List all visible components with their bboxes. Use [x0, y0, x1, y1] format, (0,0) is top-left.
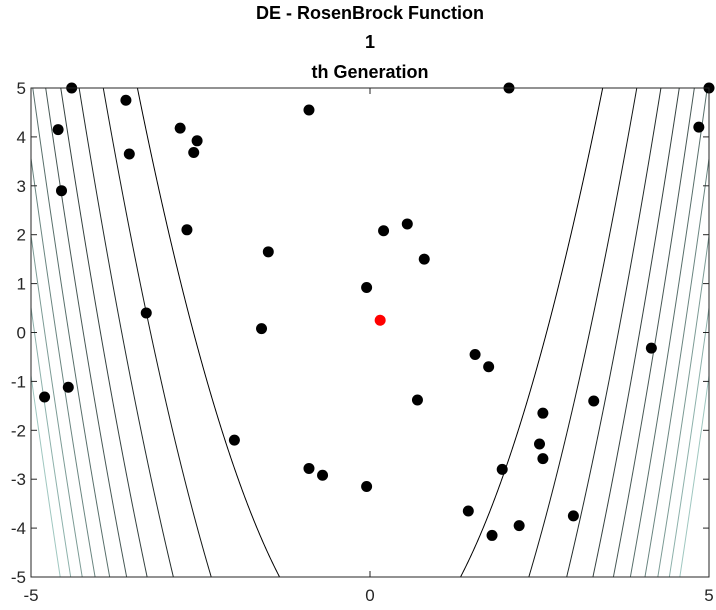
population-point — [256, 323, 268, 335]
y-tick-label: 5 — [17, 79, 26, 98]
population-point — [588, 395, 600, 407]
population-point — [56, 185, 68, 197]
population-point — [262, 246, 274, 258]
chart-title-line-3: th Generation — [311, 62, 429, 82]
population-point — [123, 148, 135, 160]
population-point — [486, 529, 498, 541]
y-tick-label: 0 — [17, 324, 26, 343]
population-point — [303, 462, 315, 474]
population-point — [411, 394, 423, 406]
contour-line — [459, 88, 604, 577]
contour-line — [60, 88, 148, 577]
population-point — [567, 510, 579, 522]
contour-line — [566, 88, 662, 577]
population-point — [62, 381, 74, 393]
population-point — [188, 147, 200, 159]
contour-line — [31, 154, 96, 577]
population-point — [361, 282, 373, 294]
population-point — [39, 391, 51, 403]
contour-line — [629, 88, 708, 577]
population-point — [181, 224, 193, 236]
population-points — [39, 82, 715, 541]
contour-line — [644, 154, 709, 577]
population-point — [52, 124, 64, 136]
contour-line — [136, 88, 281, 577]
population-point — [228, 434, 240, 446]
population-point — [361, 481, 373, 493]
population-point — [462, 505, 474, 517]
population-point — [693, 121, 705, 133]
x-tick-label: 0 — [365, 586, 374, 605]
plot-area — [31, 88, 709, 577]
y-tick-label: -2 — [11, 421, 26, 440]
population-point — [537, 407, 549, 419]
population-point — [418, 253, 430, 265]
x-tick-label: -5 — [23, 586, 38, 605]
population-point — [401, 218, 413, 230]
population-point — [174, 122, 186, 134]
contour-line — [679, 371, 709, 577]
population-point — [483, 361, 495, 373]
population-point — [120, 94, 132, 106]
population-point — [140, 307, 152, 319]
best-point-marker — [374, 314, 386, 326]
population-point — [537, 453, 549, 465]
population-point — [317, 469, 329, 481]
y-tick-label: -4 — [11, 519, 26, 538]
contour-line — [32, 88, 111, 577]
contour-line — [102, 88, 212, 577]
contour-line — [528, 88, 638, 577]
best-point — [374, 314, 386, 326]
population-point — [513, 520, 525, 532]
contour-line — [612, 88, 695, 577]
contour-line — [657, 231, 709, 577]
contour-line — [592, 88, 680, 577]
y-tick-label: 1 — [17, 275, 26, 294]
y-tick-label: -3 — [11, 470, 26, 489]
population-point — [378, 225, 390, 237]
y-tick-label: -5 — [11, 568, 26, 587]
chart-title-line-2: 1 — [364, 32, 375, 52]
population-point — [645, 342, 657, 354]
population-point — [534, 438, 545, 450]
contour-lines — [31, 88, 709, 577]
chart-title-line-1: DE - RosenBrock Function — [255, 3, 484, 23]
population-point — [191, 135, 203, 147]
y-tick-label: -1 — [11, 372, 26, 391]
x-tick-label: 5 — [704, 586, 713, 605]
y-tick-label: 4 — [17, 128, 26, 147]
population-point — [469, 349, 481, 361]
contour-line — [45, 88, 128, 577]
y-axis: -5 -4 -3 -2 -1 0 1 2 3 4 5 — [11, 79, 709, 587]
y-tick-label: 2 — [17, 226, 26, 245]
contour-line — [31, 371, 61, 577]
x-axis: -5 0 5 — [23, 88, 714, 605]
population-point — [496, 463, 508, 475]
contour-line — [78, 88, 174, 577]
y-tick-label: 3 — [17, 177, 26, 196]
population-point — [303, 104, 315, 116]
contour-line — [31, 231, 83, 577]
